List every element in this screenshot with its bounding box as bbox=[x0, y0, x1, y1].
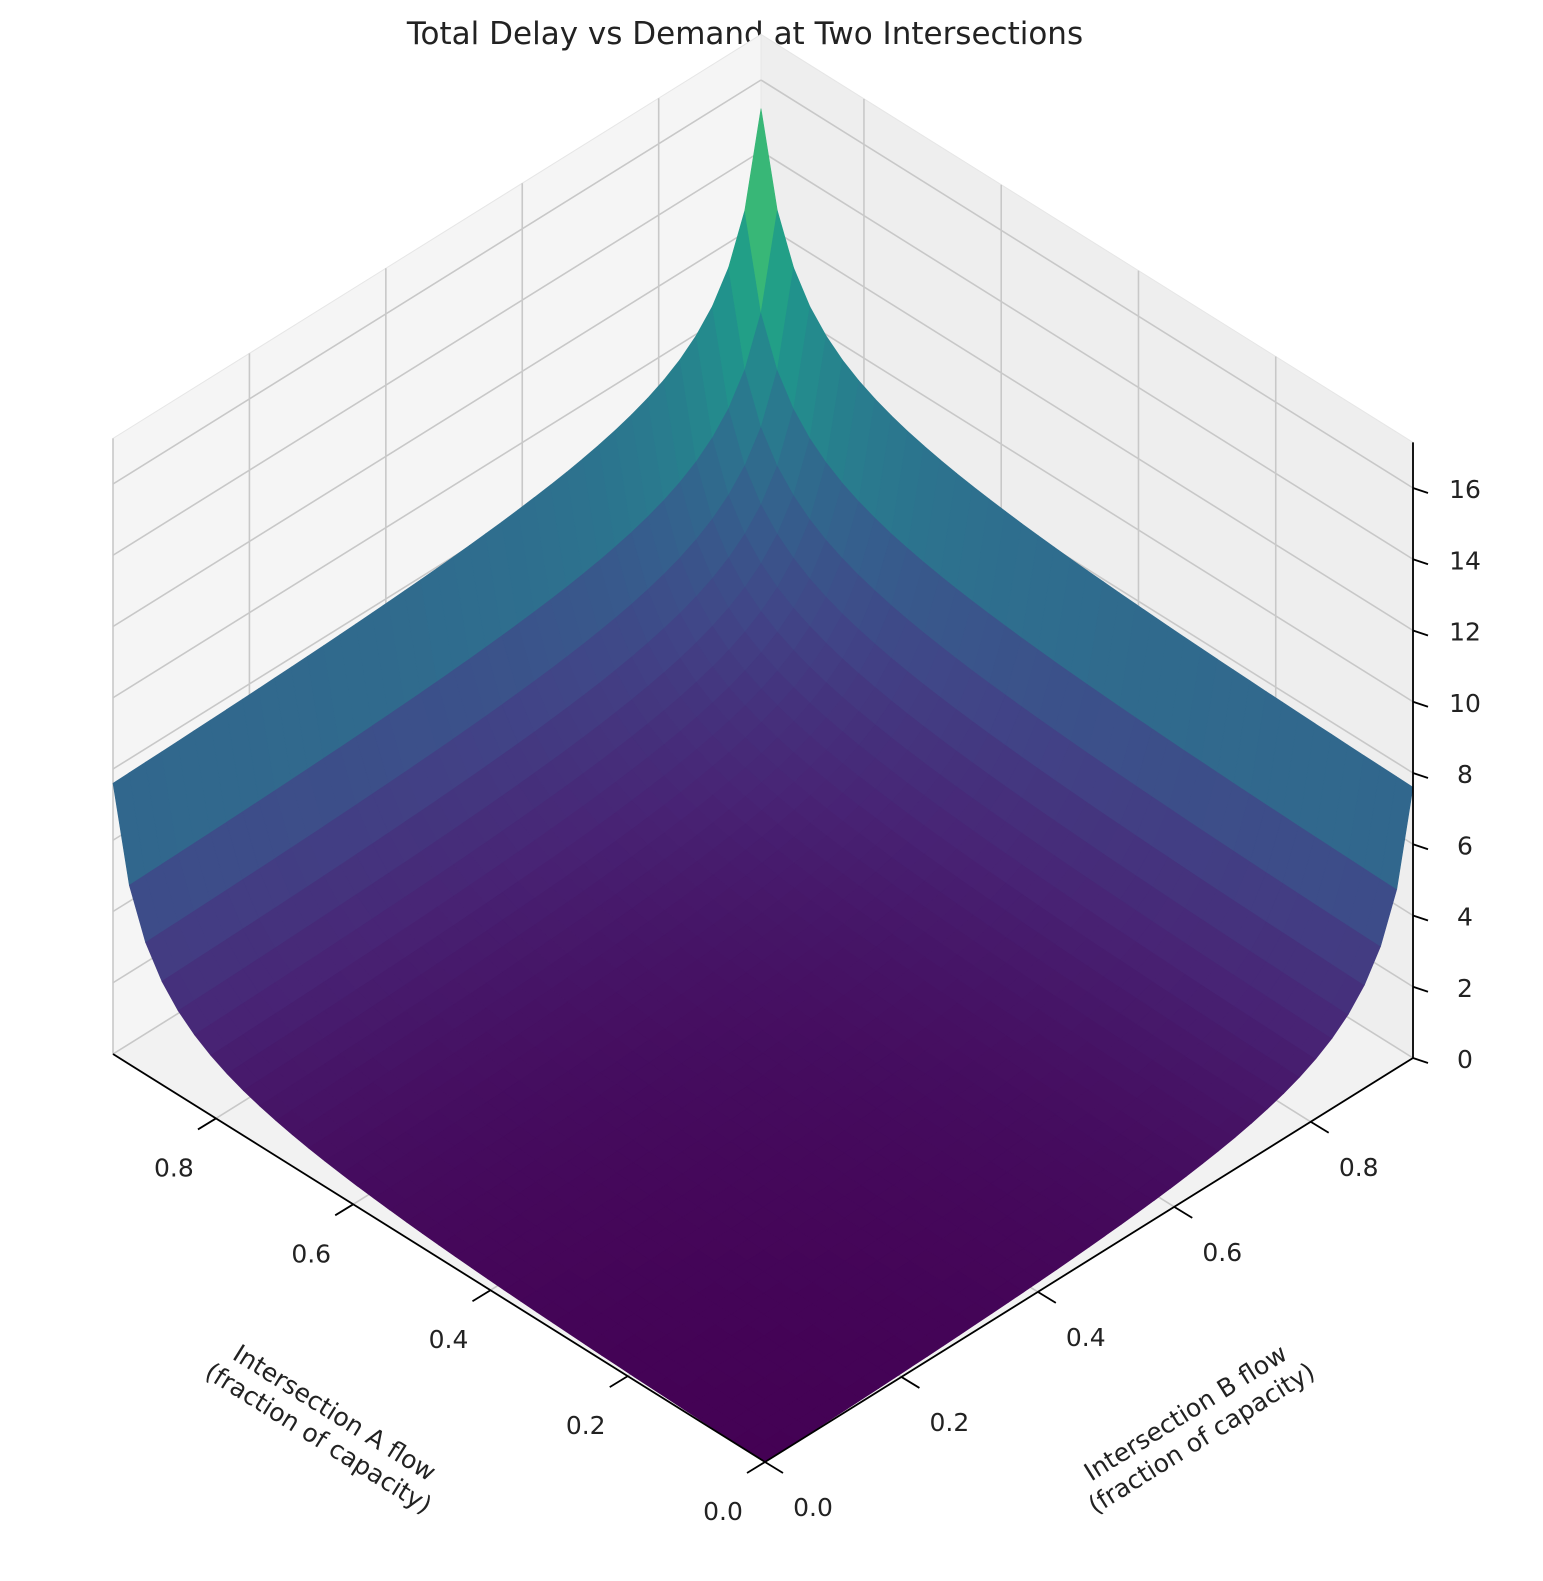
z-axis-tick bbox=[1412, 487, 1429, 494]
y-axis-label: Intersection B flow(fraction of capacity… bbox=[1067, 1331, 1320, 1519]
grid-line-z-right bbox=[760, 221, 1414, 632]
z-axis-tick bbox=[1412, 629, 1429, 637]
grid-line-z-left bbox=[112, 79, 762, 485]
z-axis-tick bbox=[1412, 914, 1429, 922]
y-tick-label: 0.2 bbox=[930, 1408, 970, 1437]
x-axis-label: Intersection A flow(fraction of capacity… bbox=[200, 1331, 453, 1519]
grid-line-z-right bbox=[760, 79, 1414, 489]
x-axis-tick bbox=[609, 1375, 629, 1388]
z-tick-label: 2 bbox=[1457, 974, 1473, 1003]
z-tick-label: 6 bbox=[1457, 831, 1473, 860]
y-axis-tick bbox=[1037, 1291, 1057, 1304]
x-axis-tick bbox=[472, 1289, 491, 1302]
grid-line-z-right bbox=[760, 293, 1414, 703]
y-axis-tick bbox=[900, 1376, 920, 1389]
z-tick-label: 16 bbox=[1449, 475, 1481, 504]
z-axis-tick bbox=[1412, 985, 1429, 993]
y-tick-label: 0.6 bbox=[1202, 1238, 1242, 1267]
grid-line-z-left bbox=[112, 150, 762, 556]
x-axis-tick bbox=[746, 1461, 766, 1474]
grid-line-z-left bbox=[112, 293, 762, 699]
x-tick-label: 0.2 bbox=[566, 1411, 606, 1440]
y-tick-label: 0.8 bbox=[1339, 1153, 1379, 1182]
z-axis-tick bbox=[1412, 843, 1429, 851]
surface-patch bbox=[1380, 776, 1414, 890]
z-axis-tick bbox=[1412, 700, 1429, 708]
y-axis-tick bbox=[1310, 1121, 1330, 1134]
z-tick-label: 12 bbox=[1449, 618, 1481, 647]
surface bbox=[112, 108, 1414, 1463]
z-tick-label: 0 bbox=[1457, 1045, 1473, 1074]
x-axis-tick bbox=[197, 1117, 217, 1131]
y-tick-label: 0.0 bbox=[793, 1493, 833, 1522]
y-axis-tick bbox=[764, 1461, 784, 1474]
x-axis-line bbox=[112, 1053, 766, 1463]
z-axis-tick bbox=[1412, 1057, 1429, 1064]
z-tick-label: 10 bbox=[1449, 689, 1481, 718]
x-tick-label: 0.0 bbox=[703, 1497, 743, 1526]
grid-line-z-left bbox=[112, 221, 762, 628]
y-axis-line bbox=[764, 1057, 1414, 1463]
y-axis-tick bbox=[1173, 1206, 1193, 1219]
z-tick-label: 8 bbox=[1457, 760, 1473, 789]
grid-line-z-right bbox=[760, 150, 1414, 560]
z-axis-tick bbox=[1412, 558, 1429, 566]
y-tick-label: 0.4 bbox=[1066, 1323, 1106, 1352]
x-tick-label: 0.8 bbox=[154, 1153, 194, 1182]
z-axis-tick bbox=[1412, 772, 1429, 779]
x-tick-label: 0.6 bbox=[291, 1239, 331, 1268]
x-axis-tick bbox=[334, 1203, 354, 1217]
x-tick-label: 0.4 bbox=[429, 1325, 469, 1354]
z-tick-label: 14 bbox=[1449, 546, 1481, 575]
z-tick-label: 4 bbox=[1457, 903, 1473, 932]
